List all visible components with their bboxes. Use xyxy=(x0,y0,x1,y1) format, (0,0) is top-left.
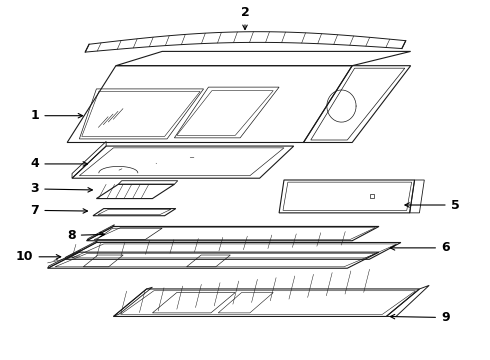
Text: 2: 2 xyxy=(241,6,249,30)
Text: 6: 6 xyxy=(391,241,450,255)
Text: 1: 1 xyxy=(30,109,83,122)
Text: 7: 7 xyxy=(30,204,88,217)
Text: 9: 9 xyxy=(391,311,450,324)
Text: 3: 3 xyxy=(30,183,93,195)
Text: 4: 4 xyxy=(30,157,88,170)
Text: 5: 5 xyxy=(405,198,460,212)
Text: 10: 10 xyxy=(16,250,61,263)
Text: 8: 8 xyxy=(67,229,104,242)
